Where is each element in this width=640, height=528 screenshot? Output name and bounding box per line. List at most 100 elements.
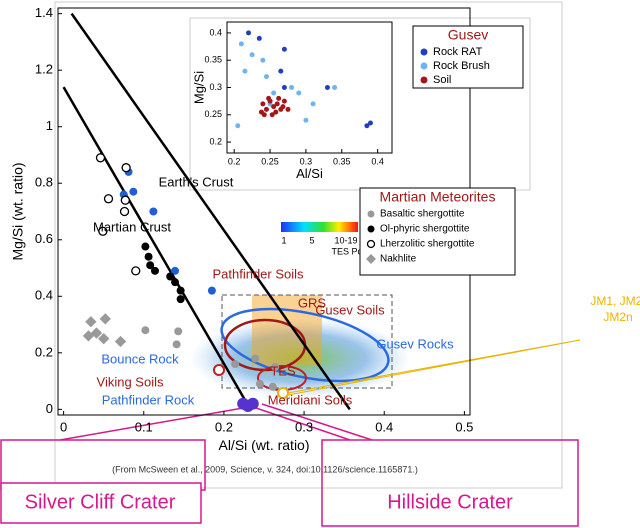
data-point <box>171 278 180 287</box>
data-point <box>269 112 275 118</box>
data-point <box>278 68 284 74</box>
y-tick-label: 0.8 <box>35 175 53 190</box>
rock-point <box>149 207 158 216</box>
legend-label: Basaltic shergottite <box>380 209 465 220</box>
data-point <box>263 106 269 112</box>
reference-line <box>70 12 351 411</box>
annotation: Bounce Rock <box>101 351 179 366</box>
legend-label: Ol-phyric shergottite <box>380 224 470 235</box>
x-tick-label: 0.1 <box>135 419 153 434</box>
legend-box <box>359 187 516 276</box>
data-point <box>251 354 260 363</box>
data-point <box>150 266 159 275</box>
annotation: Martian Crust <box>93 219 171 234</box>
pointer <box>59 407 244 441</box>
data-point <box>260 101 266 107</box>
viking-soil-marker <box>213 364 225 376</box>
legend-label: Lherzolitic shergottite <box>380 239 475 250</box>
data-point <box>266 95 272 101</box>
y-tick-label: 1 <box>46 118 53 133</box>
data-point <box>367 120 373 126</box>
data-point <box>120 195 130 205</box>
rock-point <box>171 266 180 275</box>
x-tick-label: 0.2 <box>228 156 241 166</box>
crater-label: Silver Cliff Crater <box>25 491 176 513</box>
annotation: Meridiani Soils <box>268 392 353 407</box>
pointer <box>255 407 351 441</box>
data-point <box>95 153 106 163</box>
region-box <box>221 294 393 389</box>
data-point <box>260 57 266 63</box>
data-point <box>242 68 248 74</box>
data-point <box>146 261 155 270</box>
data-point <box>235 123 241 129</box>
legend-label: Rock RAT <box>433 46 483 58</box>
data-point <box>281 98 287 104</box>
jm-label: JM1, JM2, <box>590 294 640 308</box>
legend-marker <box>420 62 428 70</box>
x-tick-label: 0 <box>60 419 67 434</box>
annotation: Pathfinder Soils <box>212 266 304 281</box>
legend-marker <box>420 48 428 56</box>
x-tick-label: 0.4 <box>371 156 384 166</box>
crater-label: Hillside Crater <box>387 491 513 513</box>
x-tick-label: 0.35 <box>333 156 351 166</box>
data-point <box>280 104 286 110</box>
data-point <box>98 226 108 236</box>
x-tick-label: 0.2 <box>215 419 233 434</box>
legend-label: Nakhlite <box>380 254 417 265</box>
data-point <box>172 340 181 349</box>
data-point <box>249 52 255 58</box>
y-tick-label: 0.4 <box>35 288 53 303</box>
data-point <box>256 35 262 41</box>
data-point <box>103 194 114 204</box>
data-point <box>119 206 130 217</box>
annotation: Gusev Soils <box>315 302 385 317</box>
crater-box <box>321 439 579 527</box>
legend-marker <box>367 225 375 233</box>
data-point <box>276 95 282 101</box>
citation: (From McSween et al., 2009, Science, v. … <box>112 464 418 474</box>
annotation: GRS <box>298 295 327 310</box>
data-point <box>273 109 279 115</box>
data-point <box>246 30 252 36</box>
data-point <box>121 163 131 173</box>
data-point <box>303 117 309 123</box>
annotation: Earth's Crust <box>159 174 234 189</box>
data-point <box>281 46 287 52</box>
data-point <box>141 326 150 335</box>
gusev-rocks-contour <box>220 307 390 383</box>
data-point <box>271 362 280 371</box>
data-point <box>285 106 291 112</box>
rock-point <box>207 286 216 295</box>
colorbar <box>281 222 358 232</box>
data-point <box>263 74 269 80</box>
y-tick-label: 0.2 <box>209 136 222 146</box>
data-point <box>231 360 240 369</box>
data-point <box>238 41 244 47</box>
data-point <box>141 242 150 251</box>
annotation: TES <box>270 363 296 378</box>
data-point <box>144 252 153 261</box>
y-tick-label: 1.2 <box>35 62 53 77</box>
data-point <box>289 85 295 90</box>
data-point <box>281 85 287 90</box>
crater-label-box <box>0 482 202 524</box>
y-axis-label: Mg/Si <box>191 71 206 104</box>
data-point <box>271 90 277 96</box>
x-axis-label: Al/Si <box>296 166 323 181</box>
data-point <box>274 101 280 107</box>
pointer <box>261 403 373 441</box>
y-axis-label: Mg/Si (wt. ratio) <box>10 162 26 260</box>
legend-marker <box>366 239 376 249</box>
annotation: Viking Soils <box>97 374 164 389</box>
x-tick-label: 0.25 <box>261 156 279 166</box>
x-tick-label: 0.5 <box>455 419 473 434</box>
data-point <box>174 327 183 336</box>
legend-label: Rock Brush <box>433 60 490 72</box>
annotation: Pathfinder Rock <box>102 392 195 407</box>
pathfinder-rock-point <box>241 399 254 412</box>
data-point <box>176 286 185 295</box>
x-tick-label: 0.3 <box>295 419 313 434</box>
jm-label: JM2n <box>603 310 632 324</box>
